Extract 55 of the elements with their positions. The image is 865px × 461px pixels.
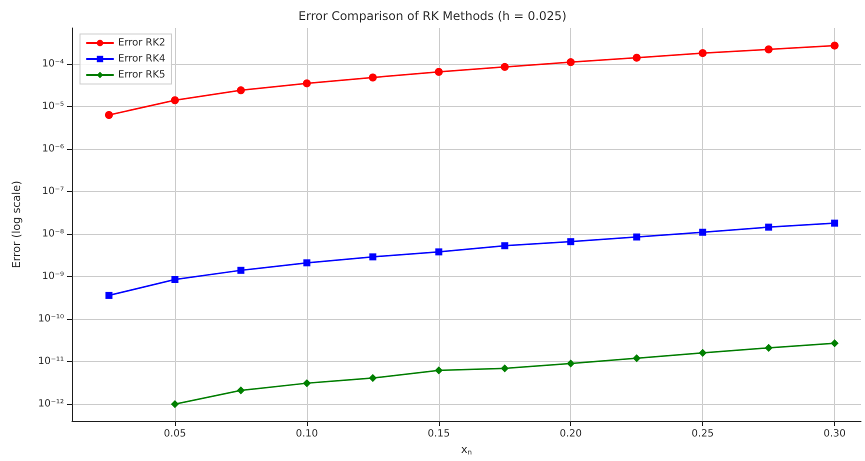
point: [566, 360, 575, 368]
point: [567, 238, 574, 246]
y-tick-label: 10⁻¹¹: [38, 356, 64, 368]
chart-title: Error Comparison of RK Methods (h = 0.025): [298, 9, 567, 23]
y-tick-label: 10⁻¹²: [38, 398, 64, 410]
point: [303, 259, 310, 266]
y-tick-label: 10⁻¹⁰: [38, 314, 64, 325]
y-tick-label: 10⁻⁸: [42, 228, 64, 240]
y-tick-label: 10⁻⁹: [42, 271, 64, 282]
point: [236, 86, 245, 94]
point: [302, 379, 311, 388]
point: [831, 220, 838, 227]
point: [434, 366, 443, 374]
x-tick-label: 0.10: [296, 428, 318, 440]
point: [699, 228, 706, 236]
point: [632, 54, 641, 62]
point: [237, 266, 244, 274]
legend-label: Error RK4: [118, 54, 166, 64]
point: [500, 62, 509, 71]
point: [566, 58, 575, 66]
point: [171, 276, 178, 284]
point: [434, 68, 443, 76]
y-tick-label: 10⁻⁴: [42, 58, 64, 70]
legend-label: Error RK2: [118, 38, 166, 48]
point: [764, 344, 773, 352]
point: [500, 364, 509, 372]
point: [236, 386, 245, 394]
point: [368, 374, 377, 382]
point: [369, 253, 376, 260]
point: [170, 96, 179, 104]
y-axis-title: Error (log scale): [10, 180, 23, 268]
point: [633, 234, 640, 241]
y-tick-label: 10⁻⁶: [42, 143, 64, 154]
point: [764, 45, 773, 54]
point: [830, 339, 839, 348]
x-tick-label: 0.30: [823, 428, 846, 440]
point: [104, 110, 113, 119]
point: [105, 292, 112, 299]
point: [368, 73, 377, 82]
point: [830, 42, 839, 50]
point: [765, 224, 772, 231]
point: [302, 79, 311, 88]
point: [501, 242, 508, 250]
x-tick-label: 0.25: [692, 428, 714, 440]
y-tick-label: 10⁻⁷: [42, 186, 64, 197]
point: [632, 354, 641, 362]
x-tick-label: 0.05: [164, 428, 186, 440]
legend-label: Error RK5: [118, 70, 166, 80]
point: [698, 348, 707, 357]
x-tick-label: 0.20: [560, 428, 582, 440]
point: [435, 248, 442, 256]
y-tick-label: 10⁻⁵: [42, 100, 64, 112]
point: [170, 400, 179, 408]
x-tick-label: 0.15: [428, 428, 450, 440]
point: [698, 49, 707, 58]
